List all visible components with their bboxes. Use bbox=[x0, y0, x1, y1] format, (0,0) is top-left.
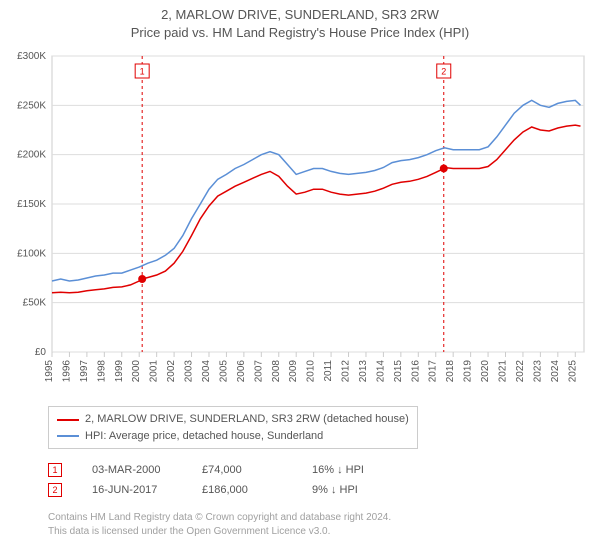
legend: 2, MARLOW DRIVE, SUNDERLAND, SR3 2RW (de… bbox=[48, 406, 418, 449]
svg-text:2025: 2025 bbox=[567, 360, 578, 383]
svg-text:1: 1 bbox=[140, 67, 145, 77]
svg-text:2016: 2016 bbox=[410, 360, 421, 383]
footnote: Contains HM Land Registry data © Crown c… bbox=[48, 511, 592, 539]
svg-text:£250K: £250K bbox=[17, 101, 46, 112]
chart-title-1: 2, MARLOW DRIVE, SUNDERLAND, SR3 2RW bbox=[8, 6, 592, 24]
svg-text:1996: 1996 bbox=[61, 360, 72, 383]
svg-text:2010: 2010 bbox=[306, 360, 317, 383]
svg-text:1997: 1997 bbox=[79, 360, 90, 383]
legend-item: HPI: Average price, detached house, Sund… bbox=[57, 428, 409, 445]
legend-label: HPI: Average price, detached house, Sund… bbox=[85, 428, 323, 445]
svg-text:2018: 2018 bbox=[445, 360, 456, 383]
sale-price: £74,000 bbox=[202, 464, 282, 476]
legend-item: 2, MARLOW DRIVE, SUNDERLAND, SR3 2RW (de… bbox=[57, 411, 409, 428]
svg-text:2013: 2013 bbox=[358, 360, 369, 383]
svg-text:£150K: £150K bbox=[17, 199, 46, 210]
chart-area: £0 £50K £100K £150K £200K £250K £300K 1995 1996 1… bbox=[8, 48, 592, 398]
footnote-line-1: Contains HM Land Registry data © Crown c… bbox=[48, 511, 592, 525]
sale-row: 1 03-MAR-2000 £74,000 16% ↓ HPI bbox=[48, 463, 592, 477]
sale-price: £186,000 bbox=[202, 484, 282, 496]
svg-text:2024: 2024 bbox=[550, 360, 561, 383]
chart-titles: 2, MARLOW DRIVE, SUNDERLAND, SR3 2RW Pri… bbox=[8, 6, 592, 42]
sale-date: 16-JUN-2017 bbox=[92, 484, 172, 496]
svg-text:2006: 2006 bbox=[236, 360, 247, 383]
line-chart: £0 £50K £100K £150K £200K £250K £300K 1995 1996 1… bbox=[8, 48, 592, 398]
sale-diff: 16% ↓ HPI bbox=[312, 464, 392, 476]
sale-date: 03-MAR-2000 bbox=[92, 464, 172, 476]
svg-text:1999: 1999 bbox=[114, 360, 125, 383]
svg-text:1998: 1998 bbox=[96, 360, 107, 383]
svg-text:£200K: £200K bbox=[17, 150, 46, 161]
svg-text:2: 2 bbox=[441, 67, 446, 77]
chart-title-2: Price paid vs. HM Land Registry's House … bbox=[8, 24, 592, 42]
sales-table: 1 03-MAR-2000 £74,000 16% ↓ HPI 2 16-JUN-2017… bbox=[8, 457, 592, 503]
svg-text:£100K: £100K bbox=[17, 249, 46, 260]
svg-text:2017: 2017 bbox=[428, 360, 439, 383]
svg-text:2023: 2023 bbox=[532, 360, 543, 383]
svg-text:2000: 2000 bbox=[131, 360, 142, 383]
svg-text:2011: 2011 bbox=[323, 360, 334, 382]
svg-text:2004: 2004 bbox=[201, 360, 212, 383]
svg-text:2022: 2022 bbox=[515, 360, 526, 383]
svg-text:£50K: £50K bbox=[23, 298, 47, 309]
sale-row: 2 16-JUN-2017 £186,000 9% ↓ HPI bbox=[48, 483, 592, 497]
svg-text:1995: 1995 bbox=[44, 360, 55, 383]
svg-text:2008: 2008 bbox=[271, 360, 282, 383]
svg-text:2002: 2002 bbox=[166, 360, 177, 383]
svg-text:2007: 2007 bbox=[253, 360, 264, 383]
svg-text:2014: 2014 bbox=[375, 360, 386, 383]
svg-text:2015: 2015 bbox=[393, 360, 404, 383]
legend-swatch bbox=[57, 435, 79, 437]
svg-text:2020: 2020 bbox=[480, 360, 491, 383]
svg-text:£0: £0 bbox=[35, 347, 47, 358]
legend-label: 2, MARLOW DRIVE, SUNDERLAND, SR3 2RW (de… bbox=[85, 411, 409, 428]
sale-marker: 2 bbox=[48, 483, 62, 497]
footnote-line-2: This data is licensed under the Open Gov… bbox=[48, 525, 592, 539]
sale-diff: 9% ↓ HPI bbox=[312, 484, 392, 496]
svg-text:2001: 2001 bbox=[149, 360, 160, 383]
sale-marker: 1 bbox=[48, 463, 62, 477]
svg-text:2009: 2009 bbox=[288, 360, 299, 383]
legend-swatch bbox=[57, 419, 79, 421]
svg-text:2005: 2005 bbox=[218, 360, 229, 383]
svg-text:2003: 2003 bbox=[184, 360, 195, 383]
svg-text:£300K: £300K bbox=[17, 51, 46, 62]
svg-text:2019: 2019 bbox=[463, 360, 474, 383]
svg-text:2012: 2012 bbox=[341, 360, 352, 383]
svg-text:2021: 2021 bbox=[498, 360, 509, 383]
